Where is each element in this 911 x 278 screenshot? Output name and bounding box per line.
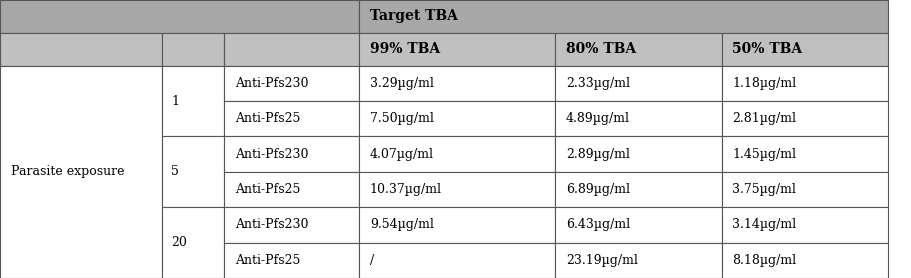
Text: 20: 20 <box>171 236 187 249</box>
Text: 2.81µg/ml: 2.81µg/ml <box>732 112 796 125</box>
Text: 3.75µg/ml: 3.75µg/ml <box>732 183 796 196</box>
Bar <box>722 207 888 243</box>
Bar <box>359 0 888 33</box>
Bar <box>224 172 359 207</box>
Bar <box>224 136 359 172</box>
Text: 3.29µg/ml: 3.29µg/ml <box>370 77 434 90</box>
Bar <box>0 0 359 33</box>
Bar <box>555 136 722 172</box>
Text: 7.50µg/ml: 7.50µg/ml <box>370 112 434 125</box>
Text: 10.37µg/ml: 10.37µg/ml <box>370 183 442 196</box>
Text: Anti-Pfs230: Anti-Pfs230 <box>235 219 309 231</box>
Bar <box>555 66 722 101</box>
Bar <box>162 33 224 66</box>
Bar <box>359 172 555 207</box>
Text: Parasite exposure: Parasite exposure <box>11 165 125 178</box>
Bar <box>0 66 162 278</box>
Text: 50% TBA: 50% TBA <box>732 42 803 56</box>
Text: 8.18µg/ml: 8.18µg/ml <box>732 254 796 267</box>
Bar <box>359 33 555 66</box>
Text: 5: 5 <box>171 165 179 178</box>
Text: 1.18µg/ml: 1.18µg/ml <box>732 77 796 90</box>
Text: 2.33µg/ml: 2.33µg/ml <box>566 77 630 90</box>
Bar <box>555 101 722 136</box>
Bar <box>722 33 888 66</box>
Bar <box>359 207 555 243</box>
Text: 6.89µg/ml: 6.89µg/ml <box>566 183 630 196</box>
Text: Anti-Pfs230: Anti-Pfs230 <box>235 77 309 90</box>
Bar <box>359 101 555 136</box>
Bar <box>224 207 359 243</box>
Text: 99% TBA: 99% TBA <box>370 42 440 56</box>
Text: 1: 1 <box>171 95 179 108</box>
Bar <box>555 33 722 66</box>
Text: 23.19µg/ml: 23.19µg/ml <box>566 254 638 267</box>
Bar <box>722 243 888 278</box>
Text: 3.14µg/ml: 3.14µg/ml <box>732 219 796 231</box>
Bar <box>359 243 555 278</box>
Text: /: / <box>370 254 374 267</box>
Text: Target TBA: Target TBA <box>370 9 457 23</box>
Text: Anti-Pfs25: Anti-Pfs25 <box>235 183 301 196</box>
Bar <box>162 136 224 207</box>
Text: Anti-Pfs230: Anti-Pfs230 <box>235 148 309 161</box>
Bar <box>224 33 359 66</box>
Text: 9.54µg/ml: 9.54µg/ml <box>370 219 434 231</box>
Text: Anti-Pfs25: Anti-Pfs25 <box>235 112 301 125</box>
Bar <box>722 66 888 101</box>
Bar <box>722 172 888 207</box>
Bar <box>224 243 359 278</box>
Bar <box>162 207 224 278</box>
Bar <box>162 66 224 136</box>
Text: 80% TBA: 80% TBA <box>566 42 636 56</box>
Bar <box>359 66 555 101</box>
Bar <box>555 243 722 278</box>
Text: 4.07µg/ml: 4.07µg/ml <box>370 148 434 161</box>
Bar <box>359 136 555 172</box>
Text: Anti-Pfs25: Anti-Pfs25 <box>235 254 301 267</box>
Bar <box>555 207 722 243</box>
Text: 2.89µg/ml: 2.89µg/ml <box>566 148 630 161</box>
Text: 1.45µg/ml: 1.45µg/ml <box>732 148 796 161</box>
Bar <box>0 33 162 66</box>
Text: 4.89µg/ml: 4.89µg/ml <box>566 112 630 125</box>
Bar <box>224 66 359 101</box>
Bar <box>722 136 888 172</box>
Bar <box>722 101 888 136</box>
Bar <box>555 172 722 207</box>
Text: 6.43µg/ml: 6.43µg/ml <box>566 219 630 231</box>
Bar <box>224 101 359 136</box>
